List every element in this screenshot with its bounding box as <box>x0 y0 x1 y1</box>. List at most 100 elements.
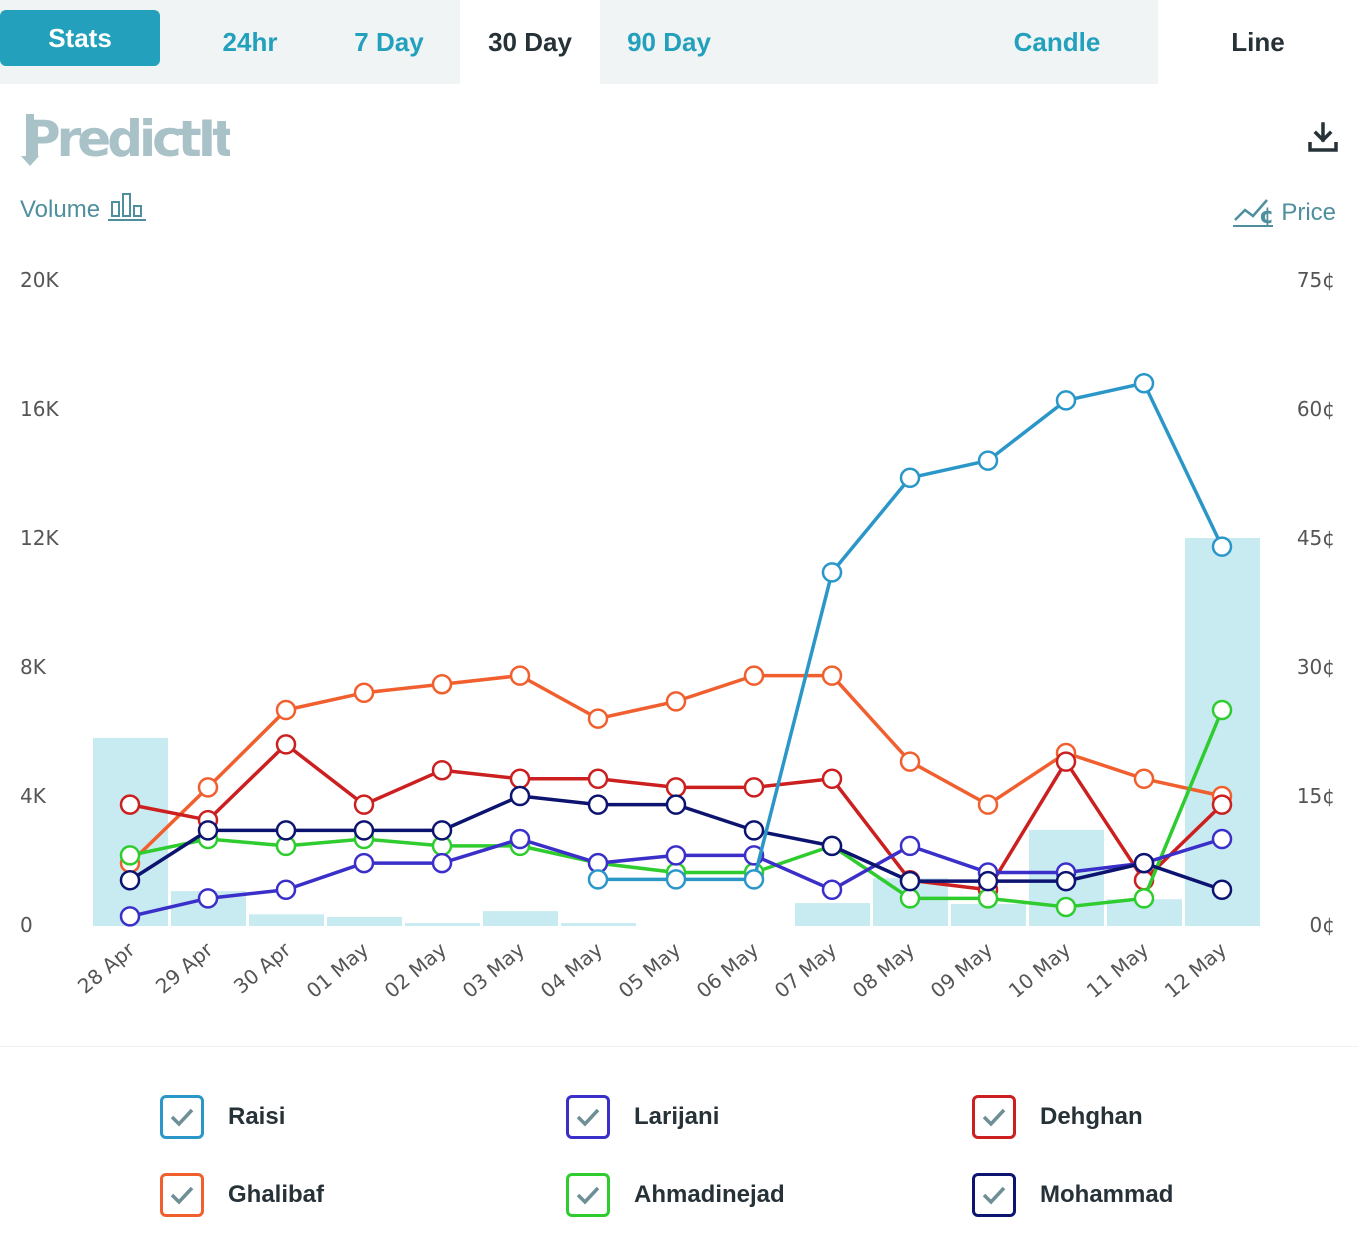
data-point <box>1055 870 1077 892</box>
legend-item-mohammad[interactable]: Mohammad <box>972 1173 1173 1217</box>
price-tick-label: 60¢ <box>1297 397 1335 421</box>
data-point <box>665 691 687 712</box>
data-point <box>977 794 999 815</box>
data-point <box>353 682 375 704</box>
download-icon[interactable] <box>1306 122 1340 159</box>
legend-item-dehghan[interactable]: Dehghan <box>972 1095 1143 1139</box>
x-tick-label: 12 May <box>1160 937 1232 1003</box>
volume-bar <box>483 911 558 926</box>
volume-bar <box>405 923 480 926</box>
price-volume-chart: 0 4K 8K 12K 16K 20K 0¢ 15¢ 30¢ 45¢ 60¢ 75¢ 28 Apr 29 … <box>20 268 1335 1003</box>
price-tick-label: 75¢ <box>1297 268 1335 292</box>
price-tick-label: 0¢ <box>1310 913 1335 937</box>
x-tick-label: 06 May <box>692 937 764 1003</box>
legend-checkbox[interactable] <box>160 1173 204 1217</box>
price-tick-label: 15¢ <box>1297 784 1335 808</box>
x-tick-label: 05 May <box>614 937 686 1003</box>
data-point <box>197 777 219 798</box>
data-point <box>665 794 687 815</box>
data-point <box>665 845 687 866</box>
stats-button[interactable]: Stats <box>0 10 160 66</box>
data-point <box>977 870 999 892</box>
data-point <box>197 820 219 841</box>
legend-label: Raisi <box>228 1103 286 1130</box>
x-tick-label: 08 May <box>848 937 920 1003</box>
checkmark-icon <box>982 1186 1006 1205</box>
data-point <box>743 665 765 686</box>
x-tick-label: 03 May <box>458 937 530 1003</box>
data-point <box>431 759 453 781</box>
series-legend: Raisi Larijani Dehghan Ghalibaf Ahmadinejad M… <box>0 1046 1358 1255</box>
volume-bar <box>249 914 324 926</box>
price-tick-label: 30¢ <box>1297 655 1335 679</box>
data-point <box>119 845 141 866</box>
data-point <box>509 768 531 790</box>
checkmark-icon <box>576 1108 600 1127</box>
checkmark-icon <box>982 1108 1006 1127</box>
legend-checkbox[interactable] <box>566 1095 610 1139</box>
legend-checkbox[interactable] <box>160 1095 204 1139</box>
x-tick-label: 29 Apr <box>151 937 218 999</box>
data-point <box>275 699 297 721</box>
legend-item-larijani[interactable]: Larijani <box>566 1095 719 1139</box>
legend-checkbox[interactable] <box>972 1095 1016 1139</box>
data-point <box>587 869 609 890</box>
data-point <box>197 888 219 909</box>
volume-bar <box>795 903 870 926</box>
data-point <box>431 673 453 695</box>
svg-text:¢: ¢ <box>1259 204 1274 228</box>
volume-tick-label: 0 <box>20 913 33 937</box>
legend-checkbox[interactable] <box>972 1173 1016 1217</box>
tab-24hr[interactable]: 24hr <box>222 26 278 57</box>
data-point <box>587 768 609 790</box>
data-point <box>1055 390 1077 411</box>
data-point <box>587 794 609 815</box>
data-point <box>119 794 141 815</box>
data-point <box>821 768 843 790</box>
x-tick-label: 30 Apr <box>229 937 296 999</box>
data-point <box>119 870 141 891</box>
data-point <box>1133 888 1155 909</box>
legend-item-ahmadinejad[interactable]: Ahmadinejad <box>566 1173 785 1217</box>
data-point <box>821 835 843 857</box>
data-point <box>899 467 921 489</box>
data-point <box>431 852 453 874</box>
data-point <box>1133 372 1155 394</box>
tab-candle[interactable]: Candle <box>1013 26 1101 57</box>
data-point <box>1055 896 1077 918</box>
volume-label-text: Volume <box>20 195 101 223</box>
x-tick-label: 09 May <box>926 937 998 1003</box>
data-point <box>977 888 999 909</box>
legend-label: Larijani <box>634 1103 720 1130</box>
tab-30-day[interactable]: 30 Day <box>460 0 600 84</box>
data-point <box>665 869 687 890</box>
price-axis-label: ¢ Price <box>1233 190 1336 235</box>
data-point <box>1211 828 1233 850</box>
data-point <box>509 785 531 807</box>
data-point <box>899 888 921 909</box>
legend-checkbox[interactable] <box>566 1173 610 1217</box>
tabbar-background-right <box>600 0 1158 84</box>
data-point <box>899 835 921 857</box>
price-chart-icon: ¢ <box>1233 190 1275 235</box>
data-point <box>587 708 609 729</box>
x-tick-label: 28 Apr <box>73 937 140 999</box>
x-tick-label: 02 May <box>380 937 452 1003</box>
legend-label: Ghalibaf <box>228 1181 325 1208</box>
tab-7-day[interactable]: 7 Day <box>354 26 424 57</box>
volume-tick-label: 16K <box>20 397 59 421</box>
data-point <box>275 820 297 841</box>
tab-line[interactable]: Line <box>1158 0 1358 84</box>
checkmark-icon <box>170 1108 194 1127</box>
data-point <box>899 751 921 772</box>
data-point <box>743 869 765 890</box>
data-point <box>821 562 843 583</box>
legend-item-ghalibaf[interactable]: Ghalibaf <box>160 1173 324 1217</box>
legend-item-raisi[interactable]: Raisi <box>160 1095 285 1139</box>
data-point <box>743 777 765 798</box>
data-point <box>821 879 843 900</box>
volume-bar <box>327 916 402 926</box>
checkmark-icon <box>170 1186 194 1205</box>
tab-90-day[interactable]: 90 Day <box>627 26 711 57</box>
data-point <box>353 820 375 841</box>
